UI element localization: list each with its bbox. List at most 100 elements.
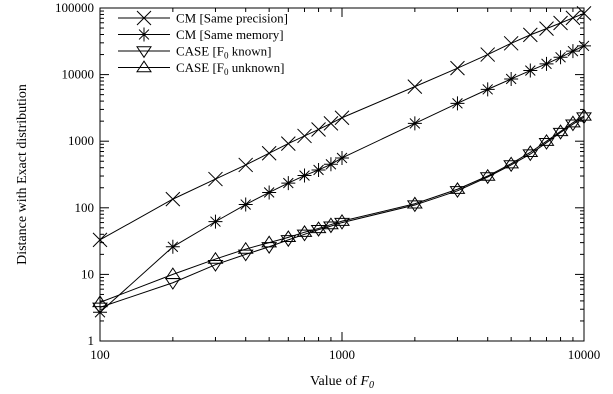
x-tick-label: 10000 <box>568 347 601 362</box>
data-point <box>297 128 312 144</box>
series-3 <box>92 112 592 315</box>
data-point <box>237 241 254 254</box>
data-point <box>281 176 296 191</box>
data-point <box>576 108 592 121</box>
series-2 <box>93 38 591 320</box>
data-point <box>261 235 278 248</box>
data-point <box>449 186 466 199</box>
data-point <box>450 60 465 76</box>
data-point <box>310 221 327 234</box>
y-tick-label: 1 <box>88 333 95 348</box>
y-tick-label: 100000 <box>55 0 94 15</box>
data-point <box>296 225 313 237</box>
data-point <box>503 156 520 169</box>
data-point <box>238 197 253 212</box>
data-point <box>311 162 326 177</box>
data-point <box>261 145 277 161</box>
data-point <box>406 200 423 213</box>
legend-label: CASE [F0 unknown] <box>176 60 285 77</box>
data-point <box>450 96 465 111</box>
data-point <box>523 63 538 78</box>
series-4 <box>92 108 592 308</box>
y-tick-label: 10 <box>81 266 94 281</box>
x-axis-label: Value of F0 <box>310 374 374 391</box>
x-tick-label: 100 <box>90 347 110 362</box>
data-point <box>565 44 580 59</box>
legend-entry-1: CM [Same precision] <box>118 11 288 26</box>
legend-label: CM [Same memory] <box>176 27 284 42</box>
data-point <box>552 124 569 137</box>
plot-area <box>99 7 585 342</box>
data-point <box>208 214 223 229</box>
data-point <box>576 6 592 21</box>
legend-label: CASE [F0 known] <box>176 44 272 61</box>
y-axis-label: Distance with Exact distribution <box>15 84 30 265</box>
data-point <box>565 10 581 26</box>
data-point <box>165 191 181 207</box>
legend-entry-2: CM [Same memory] <box>118 27 284 42</box>
axis-labels: Value of F0 Distance with Exact distribut… <box>15 84 374 391</box>
data-point <box>334 110 350 126</box>
data-point <box>322 217 339 230</box>
legend-entry-4: CASE [F0 unknown] <box>118 60 285 77</box>
data-point <box>297 168 312 183</box>
data-point <box>92 295 108 308</box>
data-point <box>335 150 349 165</box>
y-tick-label: 1000 <box>68 133 94 148</box>
data-point <box>407 79 423 94</box>
legend-marker <box>136 46 152 59</box>
data-point <box>280 230 297 243</box>
data-point <box>564 115 581 128</box>
data-point <box>407 116 422 131</box>
data-point <box>237 249 254 262</box>
y-tick-label: 10000 <box>62 67 95 82</box>
legend-marker <box>137 27 151 42</box>
series-line <box>99 116 585 308</box>
data-point <box>480 47 496 62</box>
legend: CM [Same precision]CM [Same memory] CASE … <box>118 11 288 77</box>
plot-frame <box>99 7 585 342</box>
data-point <box>522 149 539 162</box>
data-point <box>92 302 108 315</box>
data-point <box>296 229 313 242</box>
data-point <box>165 239 180 254</box>
data-point <box>208 171 223 187</box>
data-point <box>538 137 555 150</box>
data-point <box>552 127 569 140</box>
data-point <box>504 71 519 86</box>
data-point <box>310 224 327 237</box>
data-point <box>539 21 554 36</box>
data-point <box>480 82 495 97</box>
legend-marker <box>136 10 152 26</box>
data-point <box>334 217 350 230</box>
legend-marker <box>136 60 152 73</box>
y-tick-label: 100 <box>75 200 95 215</box>
data-point <box>479 168 496 181</box>
data-point <box>406 196 423 209</box>
data-point <box>280 235 297 248</box>
series-line <box>99 115 585 303</box>
data-point <box>503 35 519 51</box>
data-point <box>553 50 568 65</box>
axis-ticks: 1 10 100 1000 10000 100000 100 1000 10000 <box>55 0 600 362</box>
data-point <box>553 15 568 31</box>
series-line <box>99 12 585 241</box>
data-point <box>164 267 181 280</box>
data-point <box>207 251 224 264</box>
data-point <box>577 38 591 53</box>
legend-entry-3: CASE [F0 known] <box>118 44 272 61</box>
data-point <box>334 213 350 226</box>
data-point <box>164 278 181 290</box>
data-point <box>522 27 538 43</box>
series-1 <box>92 6 592 248</box>
data-point <box>323 157 338 172</box>
data-point <box>262 185 277 200</box>
data-point <box>323 116 339 131</box>
data-point <box>522 145 539 158</box>
legend-label: CM [Same precision] <box>176 11 288 26</box>
data-point <box>238 157 254 173</box>
data-point <box>538 133 555 146</box>
data-point <box>311 122 326 137</box>
data-point <box>539 56 554 71</box>
